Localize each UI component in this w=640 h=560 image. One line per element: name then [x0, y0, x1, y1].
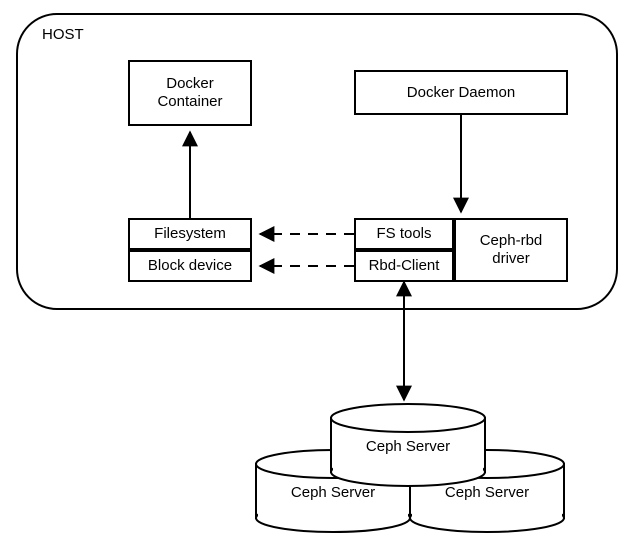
fs-tools-box: FS tools — [354, 218, 454, 250]
host-container-label: HOST — [42, 26, 84, 43]
rbd-client-label: Rbd-Client — [369, 257, 440, 275]
filesystem-box: Filesystem — [128, 218, 252, 250]
docker-daemon-box: Docker Daemon — [354, 70, 568, 115]
ceph-rbd-driver-label: Ceph-rbddriver — [480, 232, 543, 268]
docker-container-box: DockerContainer — [128, 60, 252, 126]
svg-text:Ceph Server: Ceph Server — [366, 438, 450, 455]
rbd-client-box: Rbd-Client — [354, 250, 454, 282]
block-device-box: Block device — [128, 250, 252, 282]
docker-container-label: DockerContainer — [157, 75, 222, 111]
filesystem-label: Filesystem — [154, 225, 226, 243]
fs-tools-label: FS tools — [376, 225, 431, 243]
docker-daemon-label: Docker Daemon — [407, 84, 515, 102]
svg-text:Ceph Server: Ceph Server — [291, 484, 375, 501]
svg-text:Ceph Server: Ceph Server — [445, 484, 529, 501]
ceph-rbd-driver-box: Ceph-rbddriver — [454, 218, 568, 282]
block-device-label: Block device — [148, 257, 232, 275]
